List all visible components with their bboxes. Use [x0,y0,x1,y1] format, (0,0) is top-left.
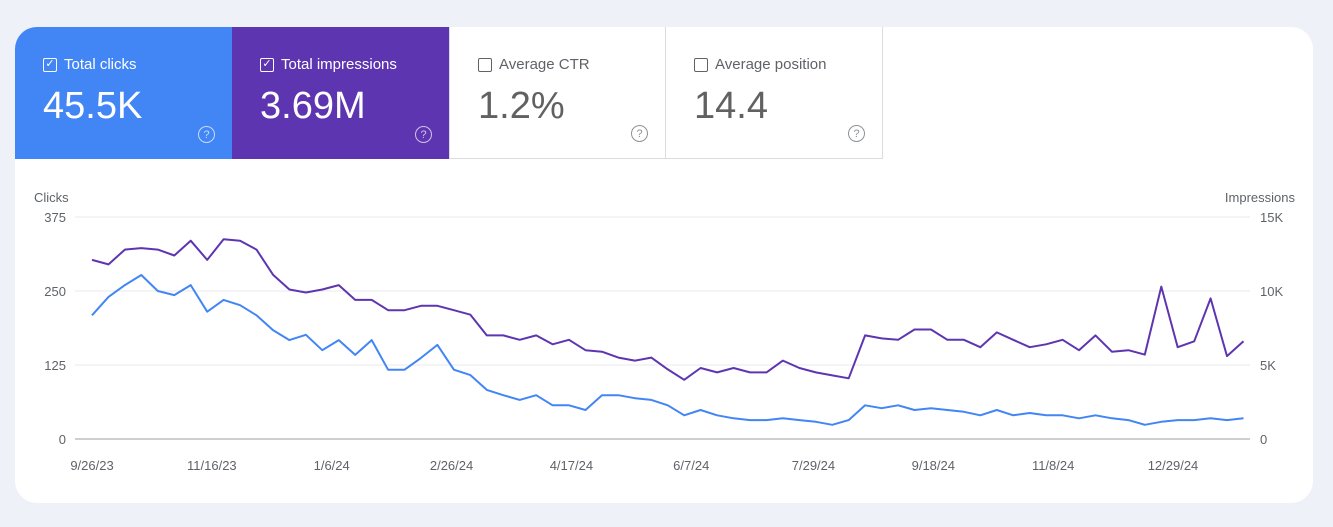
x-axis-tick: 11/16/23 [187,458,237,473]
left-axis-tick: 125 [44,358,66,373]
help-icon[interactable]: ? [848,125,865,142]
metric-label: Total impressions [281,56,397,73]
metric-value: 1.2% [478,85,565,127]
left-axis-tick: 375 [44,210,66,225]
left-axis-tick: 0 [59,432,66,447]
x-axis-tick: 7/29/24 [792,458,835,473]
x-axis-tick: 12/29/24 [1148,458,1199,473]
right-axis-tick: 15K [1260,210,1283,225]
metric-value: 14.4 [694,85,768,127]
right-axis-tick: 0 [1260,432,1267,447]
help-icon[interactable]: ? [631,125,648,142]
x-axis-tick: 4/17/24 [550,458,593,473]
metric-tile-average-position[interactable]: Average position 14.4 ? [666,27,883,159]
metric-tile-average-ctr[interactable]: Average CTR 1.2% ? [449,27,666,159]
checkbox-unchecked-icon[interactable] [478,57,492,72]
right-axis-label: Impressions [1225,190,1296,205]
metric-label: Average position [715,56,827,73]
help-icon[interactable]: ? [415,126,432,143]
metric-tile-total-impressions[interactable]: ✓ Total impressions 3.69M ? [232,27,449,159]
series-line-impressions [91,238,1245,381]
checkbox-unchecked-icon[interactable] [694,57,708,72]
metric-value: 45.5K [43,85,143,127]
x-axis-tick: 9/26/23 [70,458,113,473]
help-icon[interactable]: ? [198,126,215,143]
x-axis-tick: 9/18/24 [912,458,955,473]
checkbox-checked-icon[interactable]: ✓ [260,57,274,72]
series-line-clicks [91,274,1244,426]
x-axis-tick: 11/8/24 [1032,458,1074,473]
metric-tile-total-clicks[interactable]: ✓ Total clicks 45.5K ? [15,27,232,159]
performance-card: ✓ Total clicks 45.5K ? ✓ Total impressions… [15,27,1313,503]
left-axis-tick: 250 [44,284,66,299]
checkbox-checked-icon[interactable]: ✓ [43,57,57,72]
metric-label: Total clicks [64,56,137,73]
metric-value: 3.69M [260,85,366,127]
metric-label: Average CTR [499,56,590,73]
x-axis-tick: 2/26/24 [430,458,473,473]
left-axis-label: Clicks [34,190,69,205]
x-axis-tick: 1/6/24 [314,458,350,473]
right-axis-tick: 10K [1260,284,1283,299]
right-axis-tick: 5K [1260,358,1276,373]
x-axis-tick: 6/7/24 [673,458,709,473]
